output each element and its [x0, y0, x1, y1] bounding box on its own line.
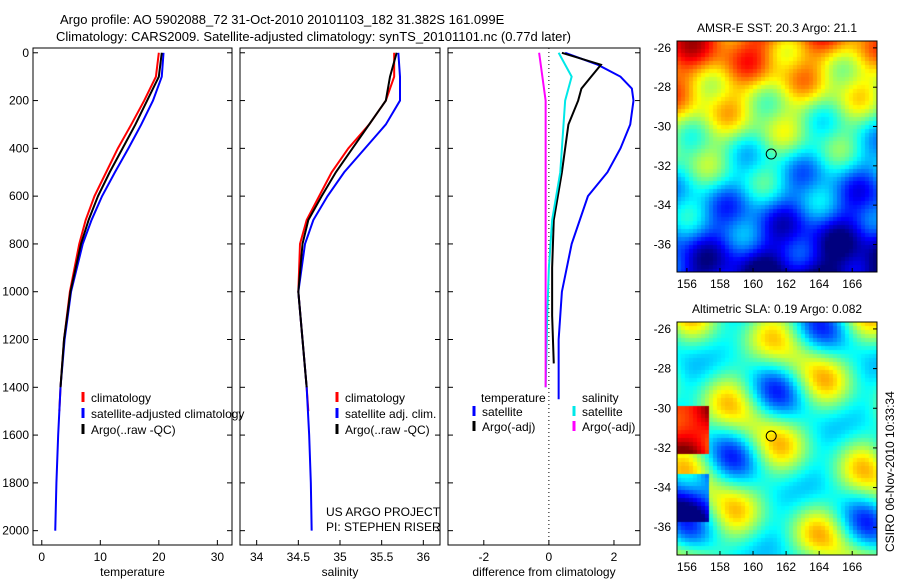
legend-label: satellite-adjusted climatology	[91, 407, 244, 421]
x-tick-label: 160	[743, 560, 763, 574]
y-tick-label: -36	[654, 520, 672, 534]
x-tick-label: 160	[743, 277, 763, 291]
y-tick-label: 400	[9, 141, 29, 155]
legend-label: Argo(-adj)	[482, 420, 535, 434]
x-axis-label: salinity	[322, 565, 359, 579]
x-tick-label: 156	[677, 560, 697, 574]
series-line-sal-2	[297, 52, 398, 388]
legend-label: Argo(..raw -QC)	[345, 423, 430, 437]
y-tick-label: -28	[654, 362, 672, 376]
series-line-diff-1	[551, 51, 603, 364]
series-line-sal-1	[297, 52, 401, 531]
legend-label: Argo(..raw -QC)	[91, 423, 176, 437]
title-line-2: Climatology: CARS2009. Satellite-adjuste…	[56, 29, 571, 44]
x-tick-label: 156	[677, 277, 697, 291]
x-tick-label: 158	[710, 277, 730, 291]
series-line-diff-3	[538, 52, 547, 388]
map-title: AMSR-E SST: 20.3 Argo: 21.1	[697, 21, 857, 35]
x-tick-label: 164	[809, 560, 829, 574]
sst-map	[677, 41, 877, 272]
y-tick-label: -28	[654, 80, 672, 94]
x-tick-label: 35	[333, 550, 347, 564]
x-tick-label: 35.5	[370, 550, 394, 564]
x-tick-label: 166	[842, 277, 862, 291]
axes-frame	[32, 47, 233, 546]
sla-map	[677, 322, 877, 555]
series-line-sal-0	[297, 52, 396, 412]
title-line-1: Argo profile: AO 5902088_72 31-Oct-2010 …	[60, 12, 505, 27]
x-tick-label: 164	[809, 277, 829, 291]
axes-frame	[447, 47, 641, 546]
y-tick-label: 0	[22, 46, 29, 60]
map-title: Altimetric SLA: 0.19 Argo: 0.082	[692, 302, 862, 316]
y-tick-label: 1000	[2, 285, 29, 299]
x-tick-label: 0	[546, 550, 553, 564]
y-tick-label: 200	[9, 94, 29, 108]
y-tick-label: -30	[654, 401, 672, 415]
axes-frame	[239, 47, 441, 546]
x-tick-label: 20	[152, 550, 166, 564]
y-tick-label: -36	[654, 237, 672, 251]
x-tick-label: 2	[611, 550, 618, 564]
legend-label: satellite adj. clim.	[345, 407, 436, 421]
x-tick-label: 30	[211, 550, 225, 564]
legend-label: satellite	[482, 405, 523, 419]
y-tick-label: 800	[9, 237, 29, 251]
x-tick-label: 10	[94, 550, 108, 564]
y-tick-label: -32	[654, 441, 672, 455]
legend-label: climatology	[91, 391, 151, 405]
y-tick-label: -30	[654, 120, 672, 134]
x-tick-label: 158	[710, 560, 730, 574]
y-tick-label: 1400	[2, 380, 29, 394]
y-tick-label: 1600	[2, 428, 29, 442]
y-tick-label: -26	[654, 41, 672, 55]
series-line-diff-0	[557, 51, 635, 400]
x-tick-label: 0	[38, 550, 45, 564]
series-line-temp-1	[54, 52, 165, 531]
y-tick-label: -34	[654, 481, 672, 495]
legend-label: climatology	[345, 391, 405, 405]
project-label: US ARGO PROJECT	[326, 505, 441, 519]
y-tick-label: 2000	[2, 524, 29, 538]
series-line-diff-2	[544, 52, 573, 388]
x-tick-label: 162	[776, 560, 796, 574]
y-tick-label: 600	[9, 189, 29, 203]
argo-location-marker	[765, 148, 777, 160]
y-tick-label: 1200	[2, 333, 29, 347]
legend-header: salinity	[582, 391, 619, 405]
x-tick-label: 34	[250, 550, 264, 564]
argo-location-marker	[765, 430, 777, 442]
series-line-temp-2	[59, 52, 163, 388]
legend-label: satellite	[582, 405, 623, 419]
x-axis-label: difference from climatology	[472, 565, 615, 579]
y-tick-label: -34	[654, 198, 672, 212]
pi-label: PI: STEPHEN RISER	[326, 520, 441, 534]
legend-header: temperature	[481, 391, 546, 405]
x-tick-label: 36	[417, 550, 431, 564]
y-tick-label: -32	[654, 159, 672, 173]
y-tick-label: -26	[654, 322, 672, 336]
axes-frame	[676, 321, 878, 556]
x-tick-label: 166	[842, 560, 862, 574]
x-tick-label: -2	[478, 550, 489, 564]
legend-label: Argo(-adj)	[582, 420, 635, 434]
y-tick-label: 1800	[2, 476, 29, 490]
axes-frame	[676, 40, 878, 273]
x-tick-label: 162	[776, 277, 796, 291]
x-tick-label: 34.5	[287, 550, 311, 564]
x-axis-label: temperature	[100, 565, 165, 579]
